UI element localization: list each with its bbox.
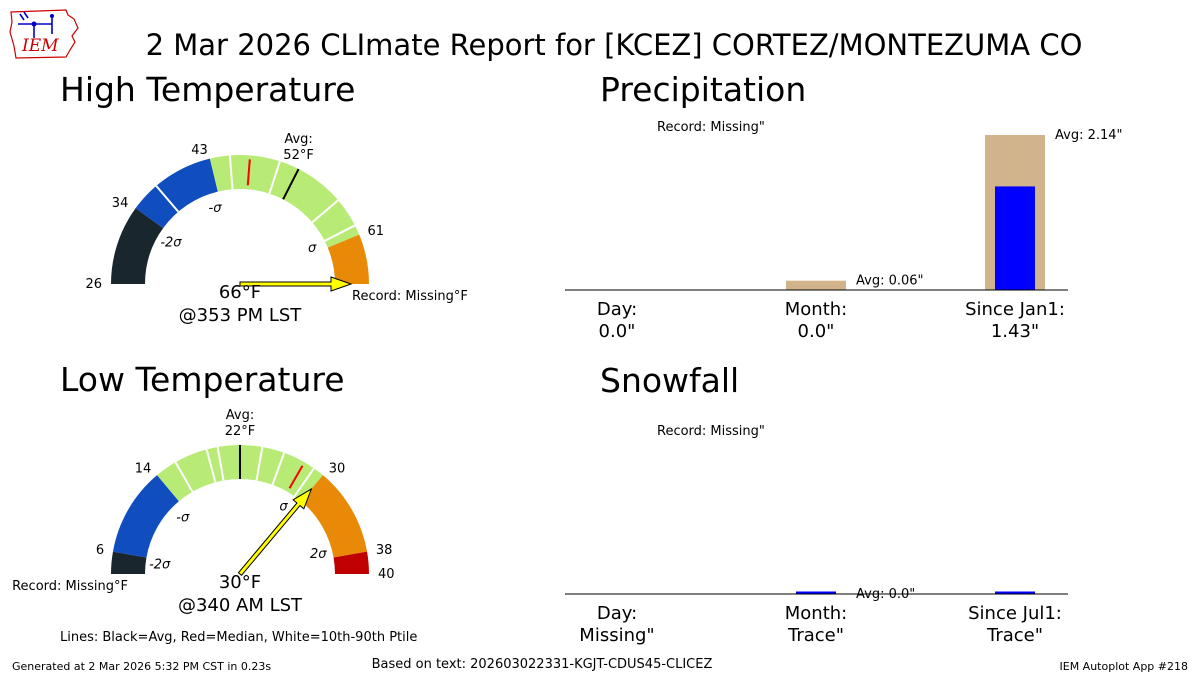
tick-label-4: 40	[378, 567, 395, 582]
ptile-line-1	[228, 155, 234, 190]
value-label-2: Avg: 2.14"	[1055, 128, 1123, 143]
observed-arrow	[239, 276, 353, 292]
avg-label: Avg: 22°F	[225, 408, 256, 439]
obs-bar-2	[995, 591, 1035, 594]
ptile-line-2	[268, 161, 281, 194]
gauge-band-2	[209, 155, 360, 248]
observed-value: 66°F	[219, 282, 261, 303]
record-label: Record: Missing°F	[12, 579, 128, 594]
ptile-line-1	[205, 449, 217, 483]
value-label-1: Avg: 0.06"	[856, 274, 924, 289]
observed-arrow	[237, 487, 313, 576]
sigma-label-2: σ	[279, 500, 288, 515]
observed-time: @340 AM LST	[178, 595, 303, 616]
precip-bars: Day: 0.0" Record: Missing" Month: 0.0" Avg: 0…	[565, 120, 1123, 342]
source-note: Based on text: 202603022331-KGJT-CDUS45-…	[372, 657, 713, 672]
obs-bar-2	[995, 186, 1035, 290]
tick-label-3: 38	[376, 543, 393, 558]
logo-text: IEM	[21, 36, 59, 56]
vane-head	[50, 14, 54, 18]
iem-logo: IEM	[9, 9, 79, 59]
snow-bars: Day: Missing" Record: Missing" Month: Trace"…	[565, 424, 1068, 646]
gauge-band-0	[111, 208, 164, 284]
median-line	[246, 159, 251, 186]
record-label: Record: Missing°F	[352, 289, 468, 304]
sigma-label-0: -2σ	[149, 557, 171, 572]
median-line	[288, 465, 304, 489]
observed-value: 30°F	[219, 572, 261, 593]
tick-label-1: 14	[135, 461, 152, 476]
category-label-2: Since Jul1: Trace"	[968, 603, 1062, 646]
snow-panel: Snowfall Day: Missing" Record: Missing" Mon…	[565, 361, 1068, 646]
gauge-band-0	[111, 551, 147, 574]
report-title: 2 Mar 2026 CLImate Report for [KCEZ] COR…	[146, 28, 1083, 62]
ptile-line-4	[271, 452, 286, 486]
high-temp-title: High Temperature	[60, 70, 355, 109]
category-label-0: Day: Missing"	[579, 603, 654, 646]
low-temp-title: Low Temperature	[60, 360, 345, 399]
observed-time: @353 PM LST	[179, 305, 303, 326]
value-label-0: Record: Missing"	[657, 120, 765, 135]
category-label-1: Month: 0.0"	[785, 299, 847, 342]
ptile-line-3	[255, 446, 264, 481]
high-temp-panel: High Temperature Avg: 52°F 26 34 43 61 -2σ -σ σ 6…	[60, 70, 468, 326]
tick-label-2: 43	[191, 143, 208, 158]
low-temp-gauge: Avg: 22°F 6 14 30 38 40 -2σ -σ σ 2σ 30°F@340 AM LST…	[12, 408, 394, 616]
anemometer-cup	[31, 21, 37, 27]
sigma-label-2: σ	[308, 241, 317, 256]
tick-label-0: 26	[85, 277, 102, 292]
generated-note: Generated at 2 Mar 2026 5:32 PM CST in 0…	[12, 660, 271, 673]
high-temp-gauge: Avg: 52°F 26 34 43 61 -2σ -σ σ 66°F@353 PM LST Rec…	[85, 132, 467, 326]
category-label-2: Since Jan1: 1.43"	[965, 299, 1065, 342]
iowa-outline	[9, 9, 79, 59]
sigma-label-1: -σ	[209, 201, 223, 216]
low-temp-panel: Low Temperature Avg: 22°F 6 14 30 38 40 -2σ -σ σ 2…	[12, 360, 394, 616]
ptile-line-2	[216, 446, 225, 481]
avg-bar-1	[786, 280, 846, 290]
tick-label-2: 30	[329, 461, 346, 476]
avg-label: Avg: 52°F	[283, 132, 314, 163]
gauge-band-4	[333, 551, 369, 574]
obs-bar-1	[796, 591, 836, 594]
snow-title: Snowfall	[600, 361, 739, 400]
tick-label-1: 34	[112, 196, 129, 211]
ptile-line-5	[293, 467, 315, 497]
legend-note: Lines: Black=Avg, Red=Median, White=10th…	[60, 630, 417, 645]
avg-line	[282, 168, 300, 200]
app-note: IEM Autoplot App #218	[1060, 660, 1189, 673]
sigma-label-0: -2σ	[160, 236, 182, 251]
precip-title: Precipitation	[600, 70, 806, 109]
ptile-line-3	[311, 199, 339, 224]
sigma-label-1: -σ	[176, 511, 190, 526]
ptile-line-0	[174, 461, 194, 493]
category-label-1: Month: Trace"	[785, 603, 847, 646]
precip-panel: Precipitation Day: 0.0" Record: Missing" Mo…	[565, 70, 1123, 342]
ptile-line-0	[155, 185, 180, 213]
ptile-line-4	[324, 224, 356, 242]
gauge-band-3	[327, 234, 369, 284]
value-label-0: Record: Missing"	[657, 424, 765, 439]
gauge-band-3	[301, 475, 368, 558]
gauge-band-1	[135, 158, 218, 229]
sigma-label-3: 2σ	[310, 547, 327, 562]
gauge-band-1	[112, 475, 179, 558]
tick-label-0: 6	[96, 543, 104, 558]
tick-label-3: 61	[367, 224, 384, 239]
category-label-0: Day: 0.0"	[597, 299, 637, 342]
